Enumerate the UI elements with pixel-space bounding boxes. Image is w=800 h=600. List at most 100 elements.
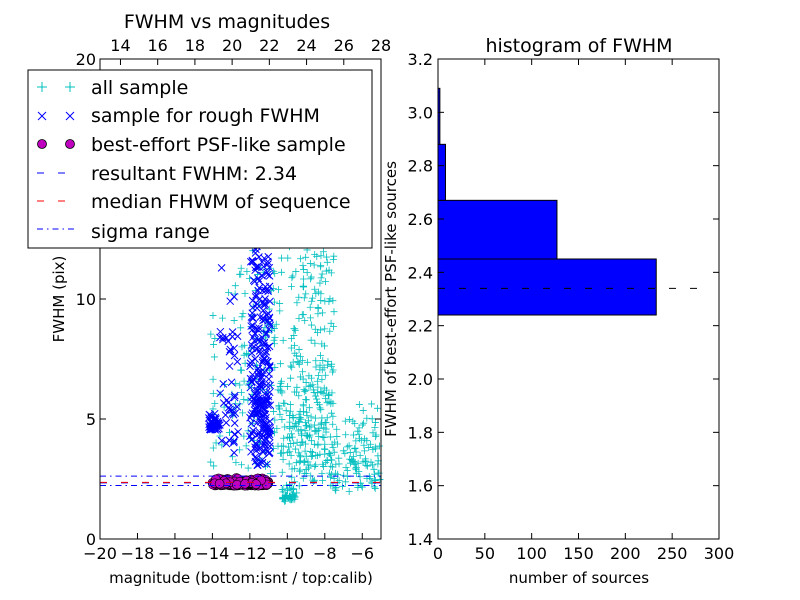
top-tick-label: 20: [222, 36, 242, 55]
plus-point: [332, 469, 340, 477]
plus-point: [363, 414, 371, 422]
plus-point: [266, 470, 274, 478]
plus-point: [301, 447, 309, 455]
plus-point: [207, 330, 215, 338]
plus-point: [293, 438, 301, 446]
plus-point: [371, 418, 379, 426]
plus-point: [303, 358, 311, 366]
x-point: [263, 429, 272, 437]
top-tick-label: 16: [148, 36, 168, 55]
plus-point: [357, 436, 365, 444]
plus-point: [312, 414, 320, 422]
histogram-x-axis: 0 50 100 150 200 250 300: [433, 59, 734, 563]
x-tick-label: −16: [158, 544, 192, 563]
x-point: [264, 396, 273, 405]
scatter-title: FWHM vs magnitudes: [124, 11, 330, 33]
plus-point: [300, 408, 308, 416]
plus-point: [276, 387, 284, 395]
plus-point: [371, 484, 379, 492]
x-point: [225, 362, 234, 370]
plus-point: [228, 390, 236, 398]
plus-point: [244, 427, 252, 435]
y-tick-label: 0: [86, 530, 96, 549]
plus-point: [360, 447, 368, 455]
plus-point: [311, 463, 319, 471]
plus-point: [324, 391, 332, 399]
plus-point: [240, 341, 248, 349]
plus-point: [347, 456, 355, 464]
plus-point: [354, 459, 362, 467]
x-point: [253, 300, 262, 309]
plus-point: [289, 358, 297, 366]
plus-point: [301, 457, 309, 465]
plus-point: [237, 324, 245, 332]
plus-point: [300, 458, 308, 466]
plus-point: [269, 445, 277, 453]
histogram-y-axis: 1.4 1.6 1.8 2.0 2.2 2.4 2.6 2.8 3.0 3.2: [408, 50, 719, 549]
plus-point: [319, 356, 327, 364]
plus-point: [303, 422, 311, 430]
plus-point: [278, 377, 286, 385]
plus-point: [319, 476, 327, 484]
plus-point: [302, 379, 310, 387]
plus-point: [301, 469, 309, 477]
plus-point: [346, 455, 354, 463]
histogram-x-label: number of sources: [509, 569, 649, 587]
plus-point: [350, 431, 358, 439]
plus-point: [326, 327, 334, 335]
plus-point: [331, 485, 339, 493]
plus-point: [342, 431, 350, 439]
plus-point: [309, 386, 317, 394]
plus-point: [330, 252, 338, 260]
plus-point: [317, 252, 325, 260]
plus-point: [236, 381, 244, 389]
x-tick-label: 300: [704, 544, 735, 563]
plus-point: [285, 460, 293, 468]
plus-point: [310, 440, 318, 448]
scatter-y-axis: 0 5 10: [76, 290, 381, 549]
plus-point: [296, 467, 304, 475]
plus-point: [295, 314, 303, 322]
y-tick-label: 1.4: [408, 530, 433, 549]
x-point: [265, 439, 274, 447]
plus-point: [289, 413, 297, 421]
plus-point: [293, 489, 301, 497]
plus-point: [372, 433, 380, 441]
plus-point: [288, 473, 296, 481]
x-point: [255, 444, 264, 453]
plus-point: [311, 421, 319, 429]
plus-point: [365, 444, 373, 452]
legend-label: sample for rough FWHM: [91, 105, 320, 127]
plus-point: [287, 362, 295, 370]
top-tick-label: 18: [185, 36, 205, 55]
plus-point: [294, 418, 302, 426]
plus-point: [287, 374, 295, 382]
plus-point: [329, 463, 337, 471]
x-point: [262, 347, 271, 356]
plus-point: [318, 270, 326, 278]
x-tick-label: 0: [433, 544, 443, 563]
legend-label: median FHWM of sequence: [91, 191, 351, 213]
x-point: [255, 459, 264, 468]
plus-point: [302, 387, 310, 395]
plus-point: [276, 360, 284, 368]
plus-point: [236, 270, 244, 278]
plus-point: [293, 299, 301, 307]
plus-point: [296, 441, 304, 449]
x-point: [251, 409, 260, 418]
plus-point: [311, 250, 319, 258]
plus-point: [276, 410, 284, 418]
x-point: [257, 411, 266, 419]
legend-label: all sample: [91, 77, 188, 99]
plus-point: [292, 459, 300, 467]
plus-point: [267, 381, 275, 389]
plus-point: [328, 409, 336, 417]
plus-point: [287, 430, 295, 438]
x-point: [266, 297, 274, 306]
plus-point: [291, 419, 299, 427]
legend-entry-all-sample: all sample: [37, 77, 188, 99]
x-point: [265, 370, 273, 378]
x-point: [254, 274, 262, 283]
plus-point: [306, 259, 314, 267]
x-point: [249, 426, 257, 435]
